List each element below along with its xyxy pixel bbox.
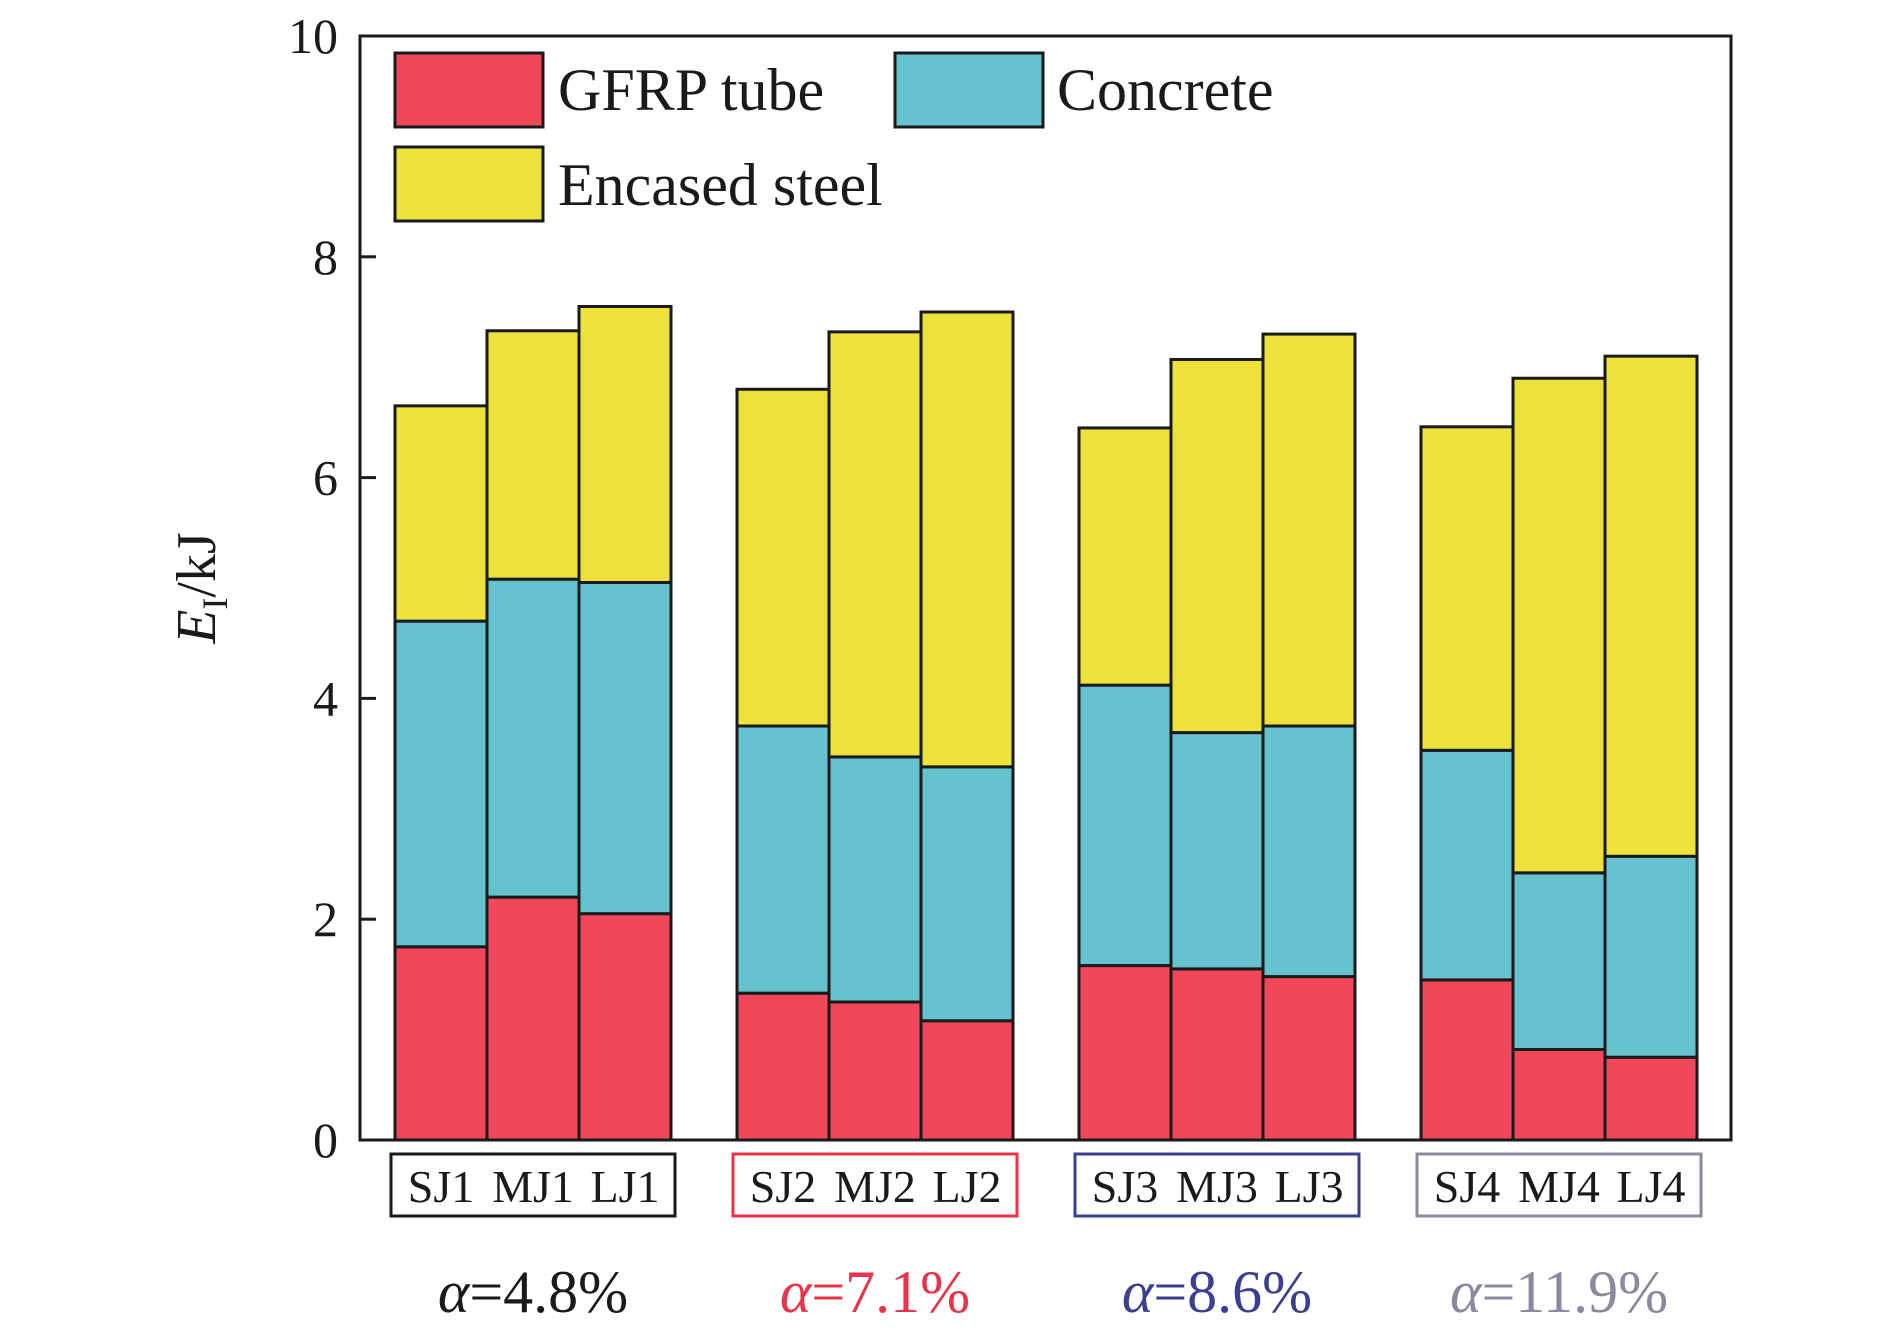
group-3-alpha-value: =8.6% xyxy=(1153,1259,1312,1325)
y-tick-label-2: 2 xyxy=(313,891,338,947)
y-tick-label-0: 0 xyxy=(313,1112,338,1168)
bar-sj3-steel-segment xyxy=(1077,426,1173,687)
group-2-alpha-symbol: α xyxy=(780,1259,813,1325)
bar-sj1-steel-segment xyxy=(393,404,489,623)
specimen-label-sj2: SJ2 xyxy=(750,1161,816,1212)
legend-label-encased-steel: Encased steel xyxy=(558,152,883,218)
specimen-label-lj2: LJ2 xyxy=(933,1161,1002,1212)
plot-frame xyxy=(358,34,1733,1142)
specimen-label-sj3: SJ3 xyxy=(1092,1161,1158,1212)
specimen-label-sj4: SJ4 xyxy=(1434,1161,1500,1212)
bar-mj4-concrete-segment xyxy=(1511,871,1607,1051)
bar-sj2-concrete-segment xyxy=(735,724,831,995)
bar-sj3-gfrp-segment xyxy=(1077,964,1173,1142)
y-axis-label: EI/kJ xyxy=(166,532,235,645)
bar-sj1-gfrp-segment xyxy=(393,945,489,1142)
group-4-label-box xyxy=(1415,1152,1703,1218)
legend-label-gfrp-tube: GFRP tube xyxy=(558,57,824,123)
bar-mj2-gfrp-segment xyxy=(827,1000,923,1142)
bar-mj3-steel-segment xyxy=(1169,357,1265,735)
legend-label-concrete: Concrete xyxy=(1057,57,1274,123)
group-1-alpha-label: α=4.8% xyxy=(438,1259,628,1325)
bar-sj4-steel-segment xyxy=(1419,425,1515,752)
y-axis-label-main: E xyxy=(166,610,228,645)
specimen-label-sj1: SJ1 xyxy=(408,1161,474,1212)
group-3-alpha-symbol: α xyxy=(1122,1259,1155,1325)
bar-lj1-concrete-segment xyxy=(577,580,673,916)
bar-lj3-gfrp-segment xyxy=(1261,975,1357,1142)
specimen-label-mj4: MJ4 xyxy=(1518,1161,1600,1212)
bar-mj3-gfrp-segment xyxy=(1169,967,1265,1142)
group-4-alpha-value: =11.9% xyxy=(1481,1259,1668,1325)
bar-sj2-steel-segment xyxy=(735,387,831,728)
legend-swatch-gfrp-tube xyxy=(393,51,545,129)
group-4-alpha-label: α=11.9% xyxy=(1450,1259,1668,1325)
y-axis-label-unit: /kJ xyxy=(166,532,228,597)
y-tick-label-6: 6 xyxy=(313,450,338,506)
group-2-label-box xyxy=(731,1152,1019,1218)
group-1-alpha-symbol: α xyxy=(438,1259,471,1325)
bar-sj2-gfrp-segment xyxy=(735,991,831,1142)
y-tick-label-8: 8 xyxy=(313,229,338,285)
bar-lj4-steel-segment xyxy=(1603,354,1699,858)
bar-lj4-concrete-segment xyxy=(1603,854,1699,1059)
y-axis: 0 2 4 6 8 10 xyxy=(288,8,376,1168)
bar-lj1-steel-segment xyxy=(577,304,673,584)
svg-text:EI/kJ: EI/kJ xyxy=(166,532,235,645)
y-tick-label-10: 10 xyxy=(288,8,338,64)
specimen-label-mj3: MJ3 xyxy=(1176,1161,1258,1212)
group-4-alpha-symbol: α xyxy=(1450,1259,1483,1325)
bar-mj2-steel-segment xyxy=(827,330,923,759)
bars-layer xyxy=(393,304,1699,1142)
bar-lj4-gfrp-segment xyxy=(1603,1055,1699,1142)
group-2-alpha-label: α=7.1% xyxy=(780,1259,970,1325)
bar-mj1-gfrp-segment xyxy=(485,895,581,1142)
bar-mj3-concrete-segment xyxy=(1169,731,1265,971)
bar-sj1-concrete-segment xyxy=(393,619,489,949)
bar-mj2-concrete-segment xyxy=(827,755,923,1004)
bar-sj4-concrete-segment xyxy=(1419,748,1515,982)
bar-lj1-gfrp-segment xyxy=(577,912,673,1142)
y-tick-label-4: 4 xyxy=(313,670,338,726)
bar-lj2-concrete-segment xyxy=(919,765,1015,1023)
bar-lj3-concrete-segment xyxy=(1261,724,1357,979)
bar-lj3-steel-segment xyxy=(1261,332,1357,728)
group-3-label-box xyxy=(1073,1152,1361,1218)
group-2-alpha-value: =7.1% xyxy=(811,1259,970,1325)
specimen-label-lj1: LJ1 xyxy=(591,1161,660,1212)
bar-mj1-concrete-segment xyxy=(485,577,581,899)
bar-mj4-steel-segment xyxy=(1511,376,1607,875)
legend-swatch-concrete xyxy=(893,51,1045,129)
bar-sj3-concrete-segment xyxy=(1077,683,1173,968)
bar-mj1-steel-segment xyxy=(485,329,581,581)
bar-lj2-steel-segment xyxy=(919,310,1015,769)
legend: GFRP tube Concrete Encased steel xyxy=(393,51,1274,223)
group-1-alpha-value: =4.8% xyxy=(469,1259,628,1325)
specimen-label-mj1: MJ1 xyxy=(492,1161,574,1212)
specimen-label-mj2: MJ2 xyxy=(834,1161,916,1212)
bar-lj2-gfrp-segment xyxy=(919,1019,1015,1142)
specimen-label-lj3: LJ3 xyxy=(1275,1161,1344,1212)
group-3-alpha-label: α=8.6% xyxy=(1122,1259,1312,1325)
legend-swatch-encased-steel xyxy=(393,145,545,223)
specimen-label-lj4: LJ4 xyxy=(1617,1161,1686,1212)
y-axis-label-sub: I xyxy=(195,598,235,610)
bar-mj4-gfrp-segment xyxy=(1511,1047,1607,1142)
bar-sj4-gfrp-segment xyxy=(1419,978,1515,1142)
group-1-label-box xyxy=(389,1152,677,1218)
